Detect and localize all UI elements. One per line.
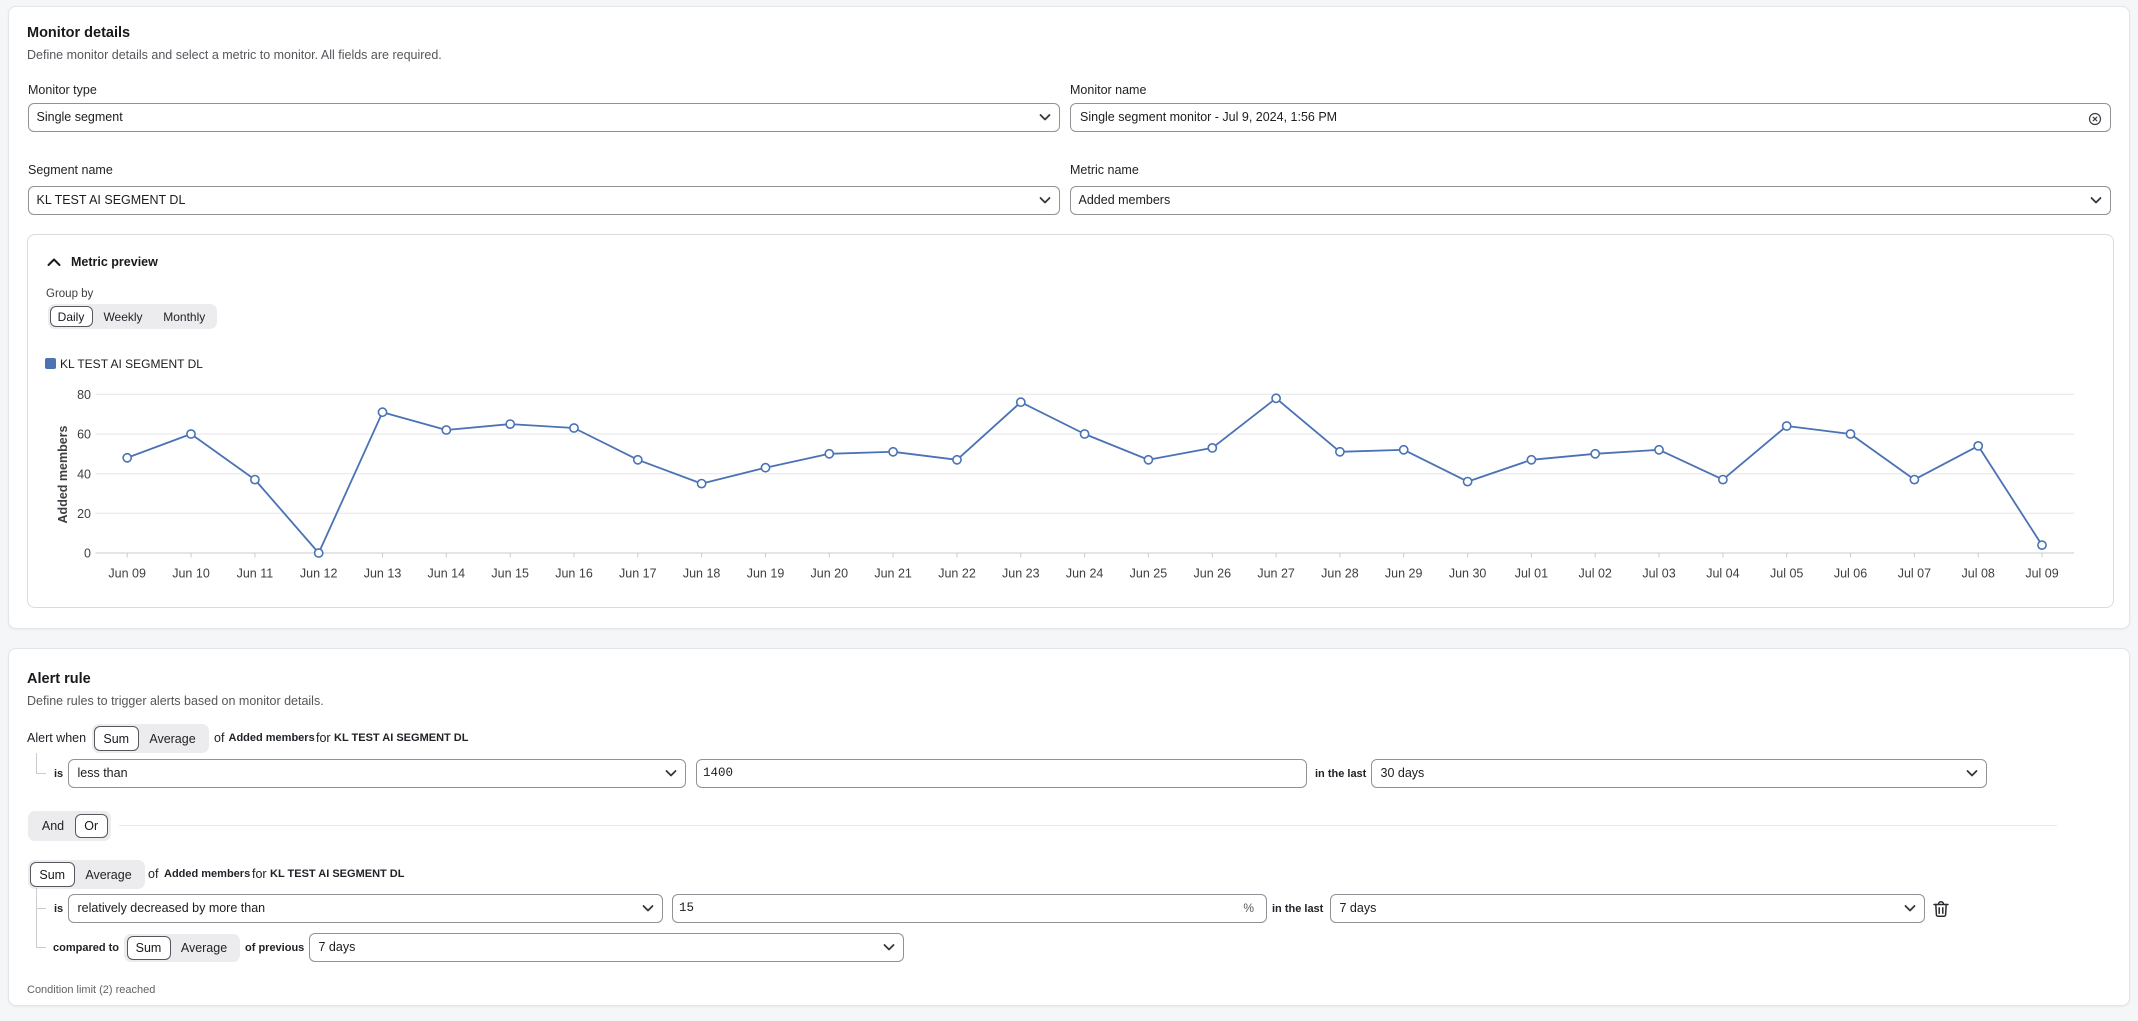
svg-text:80: 80 (77, 388, 91, 402)
svg-text:20: 20 (77, 507, 91, 521)
svg-text:Jun 25: Jun 25 (1130, 567, 1168, 581)
svg-text:Jun 17: Jun 17 (619, 567, 657, 581)
svg-text:Jun 28: Jun 28 (1321, 567, 1359, 581)
svg-text:Jun 22: Jun 22 (938, 567, 976, 581)
svg-text:Jul 02: Jul 02 (1579, 567, 1612, 581)
svg-text:0: 0 (84, 547, 91, 561)
svg-text:Jun 19: Jun 19 (747, 567, 785, 581)
svg-text:Jul 09: Jul 09 (2025, 567, 2058, 581)
svg-text:Jul 01: Jul 01 (1515, 567, 1548, 581)
svg-text:Jun 12: Jun 12 (300, 567, 338, 581)
svg-text:Jul 04: Jul 04 (1706, 567, 1739, 581)
svg-text:Jun 16: Jun 16 (555, 567, 593, 581)
svg-text:Jun 14: Jun 14 (428, 567, 466, 581)
svg-text:Jun 30: Jun 30 (1449, 567, 1487, 581)
svg-text:Jun 09: Jun 09 (108, 567, 146, 581)
svg-text:Added members: Added members (56, 425, 70, 523)
svg-text:Jun 26: Jun 26 (1194, 567, 1232, 581)
svg-text:Jun 27: Jun 27 (1257, 567, 1295, 581)
svg-text:40: 40 (77, 467, 91, 481)
svg-text:Jul 03: Jul 03 (1642, 567, 1675, 581)
svg-text:Jun 11: Jun 11 (237, 567, 274, 581)
svg-text:Jun 24: Jun 24 (1066, 567, 1104, 581)
svg-text:Jul 07: Jul 07 (1898, 567, 1931, 581)
svg-text:Jun 21: Jun 21 (874, 567, 912, 581)
svg-text:Jun 18: Jun 18 (683, 567, 721, 581)
svg-text:Jun 13: Jun 13 (364, 567, 402, 581)
svg-text:Jun 20: Jun 20 (811, 567, 849, 581)
svg-text:Jun 15: Jun 15 (491, 567, 529, 581)
svg-text:Jul 06: Jul 06 (1834, 567, 1867, 581)
svg-text:60: 60 (77, 428, 91, 442)
svg-text:Jul 05: Jul 05 (1770, 567, 1803, 581)
svg-text:Jul 08: Jul 08 (1962, 567, 1995, 581)
svg-text:Jun 23: Jun 23 (1002, 567, 1040, 581)
svg-text:Jun 29: Jun 29 (1385, 567, 1423, 581)
svg-text:Jun 10: Jun 10 (172, 567, 210, 581)
